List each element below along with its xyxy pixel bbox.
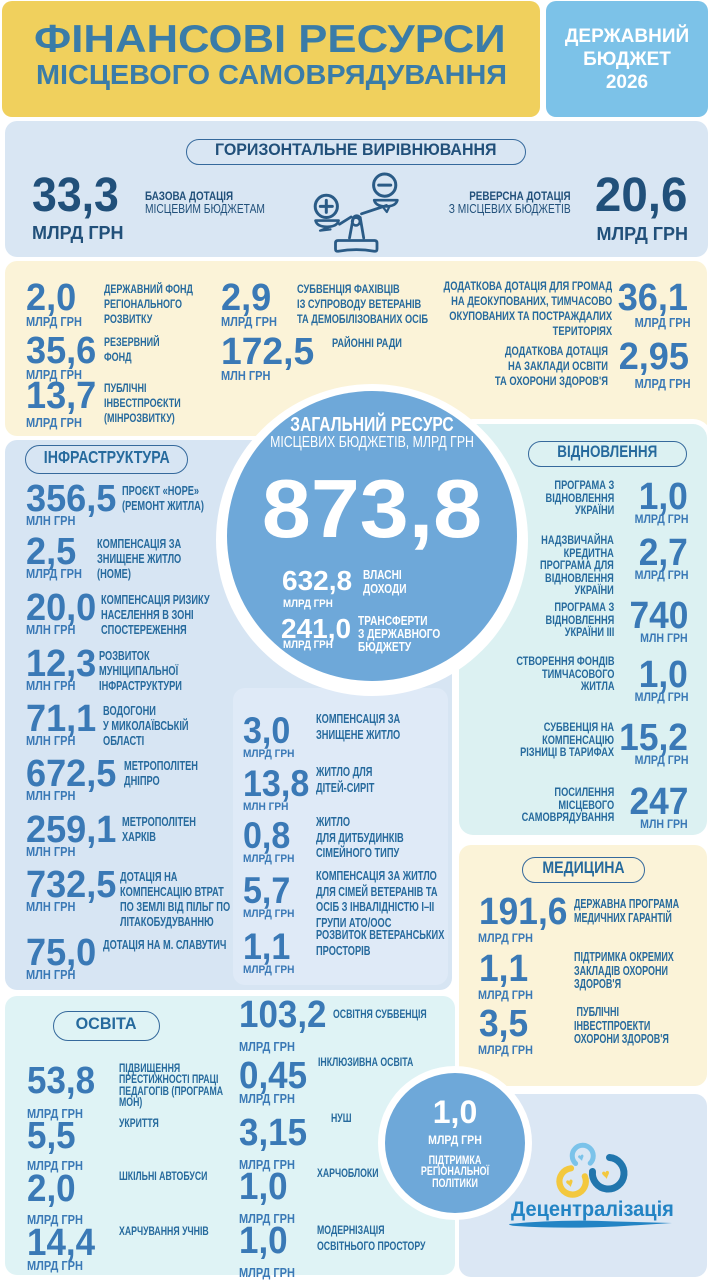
svg-text:♥: ♥ — [564, 1174, 576, 1191]
svg-text:♥: ♥ — [600, 1165, 611, 1182]
svg-text:♥: ♥ — [577, 1151, 586, 1164]
